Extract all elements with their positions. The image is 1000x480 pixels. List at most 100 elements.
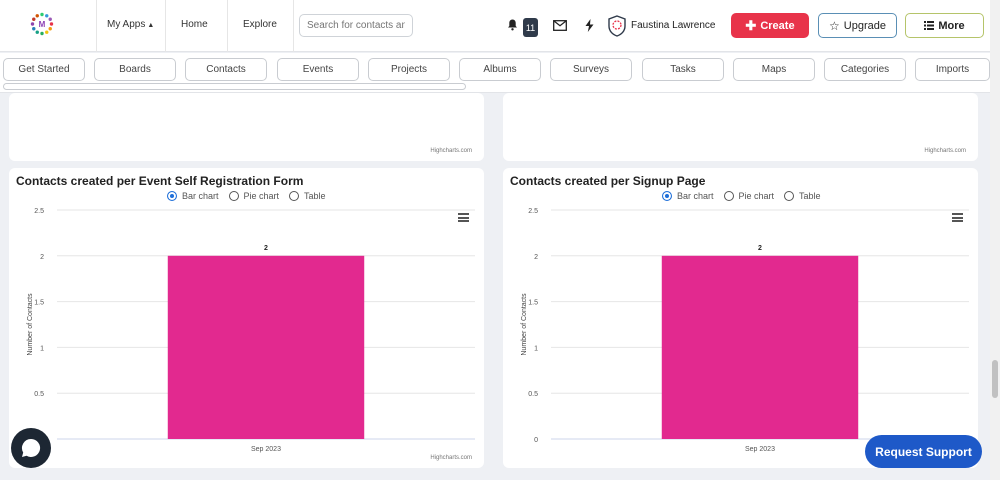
user-name[interactable]: Faustina Lawrence (631, 20, 716, 31)
list-icon (924, 21, 935, 30)
create-button[interactable]: ✚ Create (731, 13, 809, 38)
scrollbar-thumb[interactable] (992, 360, 998, 398)
svg-text:M: M (39, 20, 46, 29)
star-icon: ☆ (829, 18, 840, 33)
chart-credit[interactable]: Highcharts.com (430, 148, 472, 154)
app-logo-icon[interactable]: M (30, 12, 54, 36)
logo-dot (48, 27, 52, 31)
nav-my-apps-label: My Apps (107, 19, 146, 30)
bar (167, 255, 365, 439)
chart-card-upper-right: Highcharts.com (503, 93, 978, 161)
y-tick-label: 0.5 (34, 391, 44, 398)
nav-explore[interactable]: Explore (243, 19, 277, 30)
y-tick-label: 2 (534, 254, 538, 261)
top-navbar: M My Apps▲ Home Explore 11 Faustina Lawr… (0, 0, 990, 52)
request-support-button[interactable]: Request Support (865, 435, 982, 468)
y-tick-label: 2 (40, 254, 44, 261)
chart-card-event-registration: Contacts created per Event Self Registra… (9, 168, 484, 468)
radio-pie-chart[interactable]: Pie chart (228, 191, 280, 201)
x-tick-label: Sep 2023 (745, 446, 775, 453)
radio-unchecked-icon (723, 191, 734, 201)
radio-unchecked-icon (289, 191, 300, 201)
radio-label: Pie chart (243, 191, 280, 201)
logo-dot (35, 14, 39, 18)
caret-up-icon: ▲ (147, 22, 155, 29)
plus-icon: ✚ (745, 18, 757, 33)
radio-table[interactable]: Table (289, 191, 326, 201)
chart-menu-icon[interactable] (458, 213, 469, 222)
radio-label: Bar chart (677, 191, 714, 201)
y-axis-title: Number of Contacts (27, 293, 34, 356)
logo-dot (49, 22, 54, 26)
page-vertical-scrollbar[interactable] (990, 0, 1000, 480)
nav-home[interactable]: Home (181, 19, 208, 30)
y-axis-title: Number of Contacts (521, 293, 528, 356)
logo-dot (48, 17, 52, 21)
tab-surveys[interactable]: Surveys (550, 58, 632, 81)
radio-table[interactable]: Table (784, 191, 821, 201)
search-input[interactable] (299, 14, 413, 37)
tab-get-started[interactable]: Get Started (3, 58, 85, 81)
y-tick-label: 0 (534, 437, 538, 444)
tab-events[interactable]: Events (277, 58, 359, 81)
divider (293, 0, 294, 52)
x-tick-label: Sep 2023 (251, 446, 281, 453)
tab-albums[interactable]: Albums (459, 58, 541, 81)
chart-card-signup-page: Contacts created per Signup Page Bar cha… (503, 168, 978, 468)
mail-icon[interactable] (551, 16, 569, 34)
chart-credit[interactable]: Highcharts.com (430, 455, 472, 461)
radio-pie-chart[interactable]: Pie chart (723, 191, 775, 201)
radio-bar-chart[interactable]: Bar chart (167, 191, 219, 201)
y-tick-label: 1 (40, 345, 44, 352)
radio-bar-chart[interactable]: Bar chart (662, 191, 714, 201)
y-tick-label: 2.5 (528, 208, 538, 215)
divider (96, 0, 97, 52)
lightning-icon[interactable] (580, 16, 598, 34)
radio-label: Table (304, 191, 326, 201)
tab-categories[interactable]: Categories (824, 58, 906, 81)
chart-credit[interactable]: Highcharts.com (924, 148, 966, 154)
chart-menu-icon[interactable] (952, 213, 963, 222)
radio-checked-icon (167, 191, 177, 201)
nav-my-apps[interactable]: My Apps ▲ (107, 19, 154, 30)
chat-widget-button[interactable] (11, 428, 51, 468)
tab-contacts[interactable]: Contacts (185, 58, 267, 81)
radio-label: Pie chart (738, 191, 775, 201)
create-label: Create (760, 19, 795, 32)
tabs-horizontal-scrollbar[interactable] (3, 83, 466, 90)
logo-dot (32, 27, 36, 31)
logo-dot (45, 30, 49, 34)
y-tick-label: 1.5 (34, 300, 44, 307)
logo-dot (35, 30, 39, 34)
data-label: 2 (264, 245, 268, 252)
radio-unchecked-icon (228, 191, 239, 201)
logo-dot (45, 14, 49, 18)
logo-dot (30, 22, 35, 26)
y-tick-label: 0.5 (528, 391, 538, 398)
bell-icon[interactable] (503, 16, 521, 34)
y-tick-label: 2.5 (34, 208, 44, 215)
user-avatar[interactable] (607, 15, 627, 37)
more-button[interactable]: More (905, 13, 984, 38)
tab-tasks[interactable]: Tasks (642, 58, 724, 81)
data-label: 2 (758, 245, 762, 252)
radio-label: Table (799, 191, 821, 201)
divider (165, 0, 166, 52)
tab-boards[interactable]: Boards (94, 58, 176, 81)
divider (227, 0, 228, 52)
tab-imports[interactable]: Imports (915, 58, 990, 81)
radio-unchecked-icon (784, 191, 795, 201)
tab-projects[interactable]: Projects (368, 58, 450, 81)
tab-maps[interactable]: Maps (733, 58, 815, 81)
radio-label: Bar chart (182, 191, 219, 201)
upgrade-button[interactable]: ☆ Upgrade (818, 13, 897, 38)
bar (661, 255, 859, 439)
chart-card-upper-left: Highcharts.com (9, 93, 484, 161)
chart-type-radio-group: Bar chart Pie chart Table (167, 191, 326, 201)
logo-dot (40, 31, 44, 36)
notification-count-badge[interactable]: 11 (523, 18, 538, 37)
y-tick-label: 1.5 (528, 300, 538, 307)
chart-title: Contacts created per Event Self Registra… (16, 174, 304, 188)
